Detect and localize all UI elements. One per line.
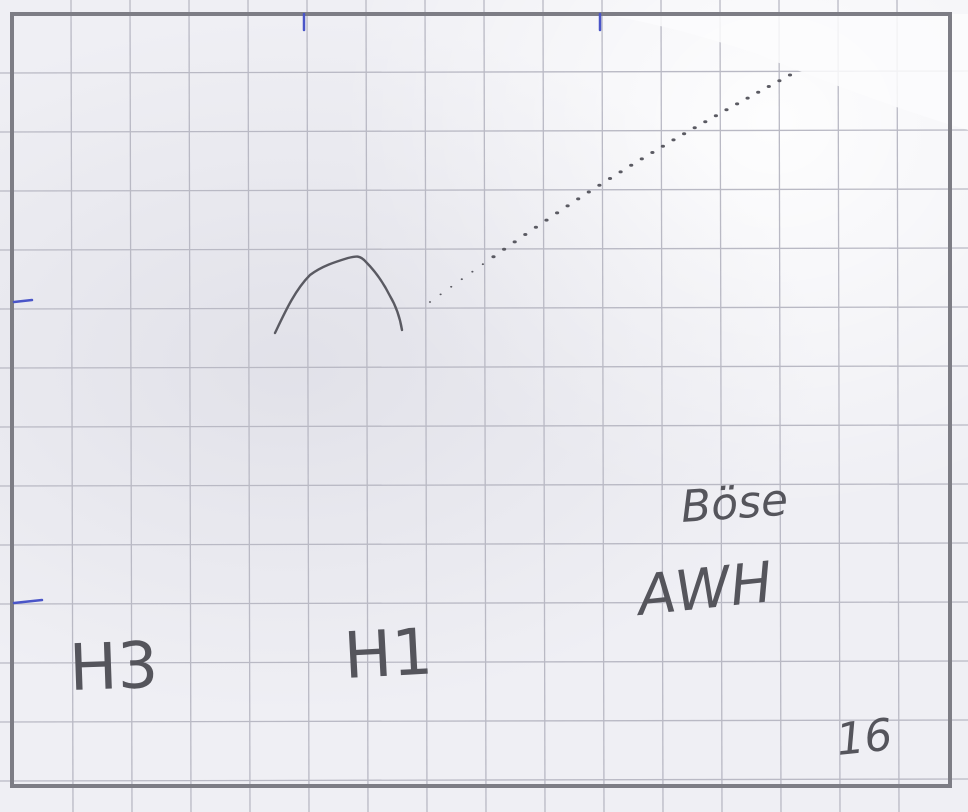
grid-line-horizontal [0, 660, 968, 664]
grid-line-vertical [247, 0, 251, 812]
grid-line-vertical [542, 0, 546, 812]
left-tick-2 [12, 598, 44, 605]
grid-line-horizontal [0, 424, 968, 428]
trace-dot [512, 240, 517, 244]
grid-line-vertical [660, 0, 664, 812]
trace-dot [787, 73, 793, 77]
grid-line-vertical [896, 0, 900, 812]
trace-dot [682, 132, 687, 136]
paper-fold-highlight [600, 14, 968, 130]
grid-line-horizontal [0, 365, 968, 369]
trace-dot [713, 114, 719, 118]
trace-dot [491, 255, 496, 259]
left-tick-1 [12, 298, 34, 304]
label-author-bottom: AWH [632, 550, 776, 629]
trace-dot [724, 108, 729, 112]
trace-dot [703, 120, 708, 124]
grid-line-horizontal [0, 247, 968, 251]
trace-dot [555, 211, 560, 215]
trace-dot [629, 163, 634, 167]
grid-line-vertical [424, 0, 428, 812]
trace-dot [618, 170, 623, 174]
grid-line-horizontal [0, 306, 968, 310]
trace-dot [502, 247, 507, 251]
trace-dot [439, 293, 442, 296]
grid-line-vertical [483, 0, 487, 812]
grid-line-vertical [129, 0, 133, 812]
trace-dot [576, 197, 581, 201]
label-h1: H1 [342, 615, 435, 694]
grid-line-horizontal [0, 483, 968, 487]
trace-dot [756, 90, 761, 94]
axis-ticks [12, 12, 602, 605]
trace-dot [766, 85, 771, 88]
trace-dot [533, 225, 539, 229]
grid-line-horizontal [0, 601, 968, 605]
grid-line-horizontal [0, 778, 968, 782]
trace-dot [428, 301, 432, 303]
dotted-trace [428, 73, 793, 303]
grid-line-vertical [601, 0, 605, 812]
trace-dot [607, 177, 613, 180]
pencil-arc-curve [273, 255, 404, 335]
trace-dot [586, 190, 591, 194]
trace-dot [460, 278, 463, 281]
grid-line-vertical [719, 0, 723, 812]
trace-dot [565, 204, 570, 208]
grid-line-vertical [778, 0, 782, 812]
plot-frame [10, 12, 952, 788]
trace-dot [544, 218, 549, 222]
trace-dot [735, 102, 740, 106]
grid-line-vertical [365, 0, 369, 812]
label-page-number: 16 [834, 709, 895, 766]
trace-dot [660, 144, 666, 148]
label-author-top: Böse [679, 475, 789, 533]
trace-dot [597, 183, 602, 187]
grid-line-horizontal [0, 129, 968, 133]
label-h3: H3 [68, 629, 159, 706]
trace-dot [471, 270, 474, 273]
trace-dot [692, 126, 697, 130]
trace-dot [650, 151, 655, 154]
grid-line-vertical [306, 0, 310, 812]
trace-dot [523, 233, 528, 236]
grid-line-horizontal [0, 188, 968, 192]
grid-line-vertical [188, 0, 192, 812]
trace-dot [777, 79, 782, 83]
grid-line-vertical [837, 0, 841, 812]
grid-line-horizontal [0, 542, 968, 546]
trace-dot [671, 138, 676, 142]
trace-dot [481, 263, 484, 266]
trace-dot [639, 157, 644, 161]
trace-dot [745, 96, 750, 100]
grid-line-horizontal [0, 719, 968, 723]
grid-line-vertical [70, 0, 74, 812]
trace-dot [450, 285, 453, 288]
